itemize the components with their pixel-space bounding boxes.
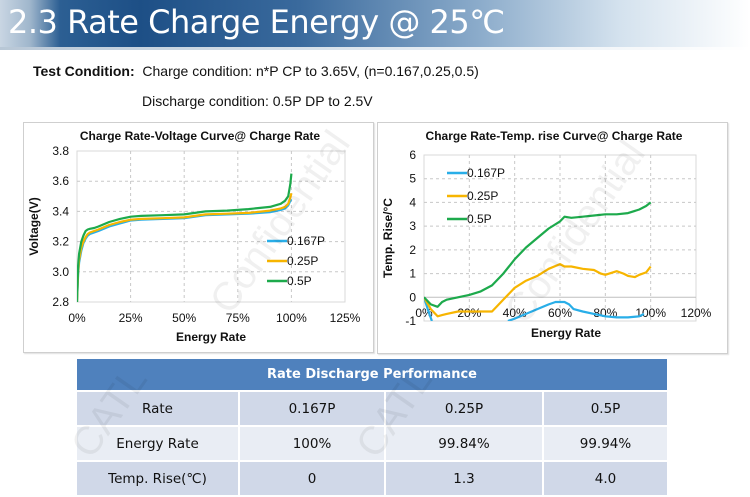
page-title: 2.3 Rate Charge Energy @ 25℃ [8, 3, 505, 41]
table-cell: 100% [239, 426, 386, 462]
y-tick-label: 3.6 [52, 174, 69, 188]
voltage-chart-panel: Charge Rate-Voltage Curve@ Charge Rate 0%… [23, 122, 374, 353]
y-tick-label: 4 [409, 195, 416, 209]
x-tick-label: 100% [276, 311, 307, 325]
x-tick-label: 60% [548, 306, 572, 320]
table-cell: 1.3 [385, 461, 544, 497]
voltage-chart: Charge Rate-Voltage Curve@ Charge Rate 0%… [27, 129, 361, 344]
test-condition-label: Test Condition: [33, 63, 135, 79]
charge-condition-text: Charge condition: n*P CP to 3.65V, (n=0.… [142, 63, 479, 79]
discharge-condition-text: Discharge condition: 0.5P DP to 2.5V [142, 93, 373, 109]
table-cell: Energy Rate [77, 426, 240, 462]
table-cell: 0.25P [385, 391, 544, 427]
table-row: Energy Rate 100% 99.84% 99.94% [77, 426, 667, 462]
x-tick-label: 75% [226, 311, 250, 325]
table-cell: Rate [77, 391, 240, 427]
x-axis-title: Energy Rate [531, 326, 601, 340]
table-cell: 99.84% [385, 426, 544, 462]
x-tick-label: 25% [119, 311, 143, 325]
x-axis-title: Energy Rate [176, 330, 246, 344]
title-bar: 2.3 Rate Charge Energy @ 25℃ [0, 0, 750, 50]
legend-label: 0.167P [287, 234, 325, 248]
legend-label: 0.25P [467, 189, 498, 203]
y-tick-label: 3.4 [52, 204, 69, 218]
y-axis-title: Voltage(V) [27, 197, 41, 255]
y-tick-label: -1 [405, 314, 416, 328]
y-tick-label: 1 [409, 267, 416, 281]
chart-title: Charge Rate-Temp. rise Curve@ Charge Rat… [426, 129, 683, 143]
legend-label: 0.5P [467, 212, 492, 226]
y-axis-title: Temp. Rise/°C [381, 198, 395, 278]
y-tick-label: 3.0 [52, 265, 69, 279]
table-cell: 0.167P [239, 391, 386, 427]
y-tick-label: 6 [409, 148, 416, 162]
x-tick-label: 120% [681, 306, 712, 320]
y-tick-label: 0 [409, 290, 416, 304]
temp-rise-chart: Charge Rate-Temp. rise Curve@ Charge Rat… [381, 129, 712, 340]
series-line-0.25P [424, 263, 652, 318]
chart-title: Charge Rate-Voltage Curve@ Charge Rate [80, 129, 321, 143]
y-tick-label: 3.8 [52, 144, 69, 158]
plot-area [76, 150, 346, 303]
y-tick-label: 2.8 [52, 295, 69, 309]
series-line-0.5P [77, 173, 293, 302]
table-cell: 0 [239, 461, 386, 497]
x-tick-label: 0% [68, 311, 86, 325]
test-condition-charge: Test Condition: Charge condition: n*P CP… [33, 63, 479, 79]
y-tick-label: 2 [409, 243, 416, 257]
x-tick-label: 125% [330, 311, 361, 325]
legend-label: 0.167P [467, 166, 505, 180]
x-tick-label: 20% [457, 306, 481, 320]
temp-rise-chart-panel: Charge Rate-Temp. rise Curve@ Charge Rat… [377, 122, 728, 354]
table-cell: Temp. Rise(℃) [77, 461, 240, 497]
y-tick-label: 3 [409, 219, 416, 233]
y-tick-label: 3.2 [52, 235, 69, 249]
x-tick-label: 100% [635, 306, 666, 320]
rate-discharge-performance-table: Rate Discharge Performance Rate 0.167P 0… [77, 359, 667, 497]
series-line-0.25P [77, 193, 293, 302]
y-tick-label: 5 [409, 172, 416, 186]
table-row: Rate 0.167P 0.25P 0.5P [77, 391, 667, 427]
table-cell: 4.0 [543, 461, 667, 497]
table-row: Temp. Rise(℃) 0 1.3 4.0 [77, 461, 667, 497]
legend-label: 0.25P [287, 254, 318, 268]
table-cell: 99.94% [543, 426, 667, 462]
x-tick-label: 50% [172, 311, 196, 325]
table-title: Rate Discharge Performance [77, 359, 667, 392]
legend-label: 0.5P [287, 274, 312, 288]
table-cell: 0.5P [543, 391, 667, 427]
series-line-0.5P [424, 201, 652, 308]
